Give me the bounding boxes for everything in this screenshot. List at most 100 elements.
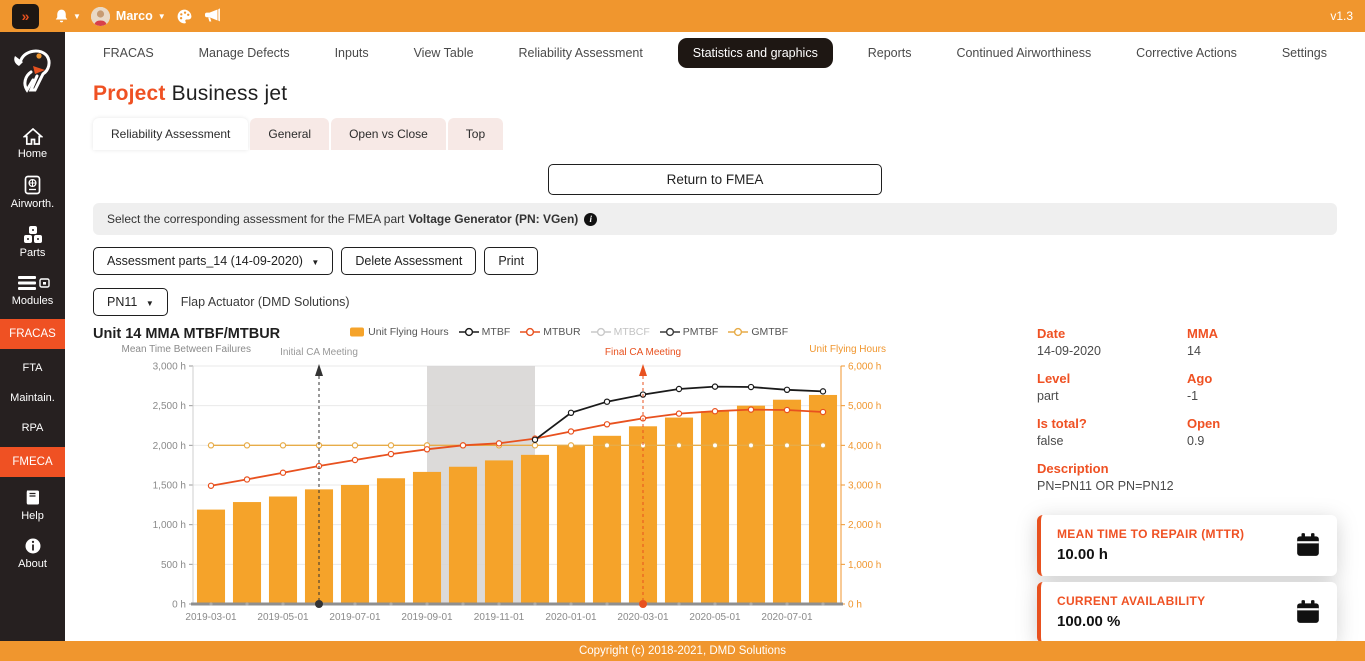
availability-card: CURRENT AVAILABILITY 100.00 % xyxy=(1037,582,1337,641)
chart-legend: Unit Flying Hours MTBF MTBUR MTBCF PMTBF GMTB… xyxy=(350,326,788,338)
svg-text:2020-05-01: 2020-05-01 xyxy=(689,612,741,623)
username: Marco xyxy=(115,9,153,23)
legend-label: MTBCF xyxy=(613,326,650,338)
sidebar-item-home[interactable]: Home xyxy=(0,121,65,168)
nav-view-table[interactable]: View Table xyxy=(404,39,484,67)
nav-inputs[interactable]: Inputs xyxy=(325,39,379,67)
sidebar-item-label: FMECA xyxy=(12,456,53,468)
info-icon[interactable]: i xyxy=(584,212,598,226)
mtbf-mtbur-chart[interactable]: Mean Time Between Failures Unit Flying Ho… xyxy=(93,342,888,634)
nav-continued-airworthiness[interactable]: Continued Airworthiness xyxy=(946,39,1101,67)
avatar xyxy=(90,6,110,26)
sidebar-item-label: Modules xyxy=(11,295,54,307)
sidebar-item-label: Airworth. xyxy=(10,198,55,210)
svg-text:3,000 h: 3,000 h xyxy=(153,362,186,373)
nav-reports[interactable]: Reports xyxy=(858,39,922,67)
svg-text:1,000 h: 1,000 h xyxy=(848,560,881,571)
legend-item-pmtbf[interactable]: PMTBF xyxy=(659,326,718,338)
theme-button[interactable] xyxy=(176,8,193,25)
nav-statistics-and-graphics[interactable]: Statistics and graphics xyxy=(677,38,833,68)
mttr-card-title: MEAN TIME TO REPAIR (MTTR) xyxy=(1057,527,1245,541)
svg-text:2020-07-01: 2020-07-01 xyxy=(761,612,813,623)
tab-general[interactable]: General xyxy=(250,118,330,150)
svg-text:Mean Time Between Failures: Mean Time Between Failures xyxy=(121,344,251,355)
sidebar-item-airworthiness[interactable]: Airworth. xyxy=(0,168,65,218)
chart-title: Unit 14 MMA MTBF/MTBUR xyxy=(93,326,281,342)
sidebar-item-fmeca[interactable]: FMECA xyxy=(0,447,65,477)
field-mma: MMA 14 xyxy=(1187,326,1219,358)
nav-manage-defects[interactable]: Manage Defects xyxy=(189,39,300,67)
nav-fracas[interactable]: FRACAS xyxy=(93,39,164,67)
field-level: Level part xyxy=(1037,371,1071,403)
assessment-hint-bar: Select the corresponding assessment for … xyxy=(93,203,1337,235)
legend-label: MTBF xyxy=(481,326,511,338)
svg-text:Final CA Meeting: Final CA Meeting xyxy=(605,347,681,358)
svg-text:0 h: 0 h xyxy=(172,600,186,611)
svg-text:4,000 h: 4,000 h xyxy=(848,441,881,452)
legend-item-unit-flying-hours[interactable]: Unit Flying Hours xyxy=(350,326,449,338)
sidebar-item-label: About xyxy=(18,558,47,570)
user-menu[interactable]: Marco ▼ xyxy=(90,6,166,26)
legend-item-mtbf[interactable]: MTBF xyxy=(458,326,511,338)
tab-open-vs-close[interactable]: Open vs Close xyxy=(331,118,446,150)
help-book-icon xyxy=(26,490,39,505)
sidebar-item-modules[interactable]: Modules xyxy=(0,267,65,315)
app-logo[interactable] xyxy=(11,46,55,99)
availability-card-value: 100.00 % xyxy=(1057,613,1121,630)
passport-globe-icon xyxy=(24,175,41,195)
svg-text:2019-07-01: 2019-07-01 xyxy=(329,612,381,623)
sidebar-item-maintain[interactable]: Maintain. xyxy=(0,383,65,413)
chevron-down-icon: ▼ xyxy=(145,299,154,308)
assessment-details-panel: Date 14-09-2020 MMA 14 Level part Ago -1… xyxy=(1037,324,1337,641)
legend-item-mtbcf[interactable]: MTBCF xyxy=(590,326,650,338)
assessment-dropdown[interactable]: Assessment parts_14 (14-09-2020) ▼ xyxy=(93,247,334,275)
print-button[interactable]: Print xyxy=(484,247,539,275)
nav-corrective-actions[interactable]: Corrective Actions xyxy=(1126,39,1247,67)
sidebar-item-parts[interactable]: Parts xyxy=(0,218,65,267)
app-version: v1.3 xyxy=(1330,9,1353,23)
field-ago: Ago -1 xyxy=(1187,371,1213,403)
hint-part-name: Voltage Generator (PN: VGen) xyxy=(408,212,579,226)
notifications-bell[interactable]: ▼ xyxy=(53,8,81,25)
nav-settings[interactable]: Settings xyxy=(1272,39,1337,67)
svg-text:3,000 h: 3,000 h xyxy=(848,481,881,492)
sidebar-item-rpa[interactable]: RPA xyxy=(0,413,65,443)
svg-text:2,500 h: 2,500 h xyxy=(153,401,186,412)
megaphone-icon xyxy=(204,8,220,22)
module-nav: FRACAS Manage Defects Inputs View Table … xyxy=(93,36,1337,70)
mttr-card: MEAN TIME TO REPAIR (MTTR) 10.00 h xyxy=(1037,515,1337,576)
svg-text:Unit Flying Hours: Unit Flying Hours xyxy=(809,344,886,355)
assessment-actions: Assessment parts_14 (14-09-2020) ▼ Delet… xyxy=(93,247,1337,275)
part-description: Flap Actuator (DMD Solutions) xyxy=(180,295,350,309)
return-to-fmea-button[interactable]: Return to FMEA xyxy=(548,164,882,195)
sidebar-item-help[interactable]: Help xyxy=(0,481,65,530)
nav-reliability-assessment[interactable]: Reliability Assessment xyxy=(508,39,652,67)
pn-dropdown[interactable]: PN11 ▼ xyxy=(93,288,168,316)
sidebar-item-label: FTA xyxy=(22,362,43,374)
delete-assessment-button[interactable]: Delete Assessment xyxy=(341,247,477,275)
bell-icon xyxy=(55,9,68,22)
sidebar-item-label: FRACAS xyxy=(9,328,56,340)
legend-label: GMTBF xyxy=(751,326,789,338)
sidebar-item-fta[interactable]: FTA xyxy=(0,353,65,383)
sidebar-item-about[interactable]: About xyxy=(0,530,65,578)
announcements-button[interactable] xyxy=(203,8,221,24)
calendar-icon[interactable] xyxy=(1295,599,1321,625)
tab-top[interactable]: Top xyxy=(447,118,504,150)
legend-item-gmtbf[interactable]: GMTBF xyxy=(728,326,788,338)
svg-text:2,000 h: 2,000 h xyxy=(153,441,186,452)
assessment-dropdown-label: Assessment parts_14 (14-09-2020) xyxy=(107,254,303,268)
bell-caret-icon: ▼ xyxy=(73,11,81,21)
sidebar-collapse-button[interactable]: » xyxy=(12,3,39,29)
sidebar-item-fracas[interactable]: FRACAS xyxy=(0,319,65,349)
tab-reliability-assessment[interactable]: Reliability Assessment xyxy=(93,118,249,150)
field-is-total: Is total? false xyxy=(1037,416,1087,448)
legend-item-mtbur[interactable]: MTBUR xyxy=(520,326,581,338)
svg-text:2020-03-01: 2020-03-01 xyxy=(617,612,669,623)
main-content: FRACAS Manage Defects Inputs View Table … xyxy=(65,32,1365,641)
calendar-icon[interactable] xyxy=(1295,532,1321,558)
robin-bird-icon xyxy=(13,49,51,93)
sidebar-item-label: Parts xyxy=(19,247,46,259)
legend-label: Unit Flying Hours xyxy=(368,326,449,338)
user-caret-icon: ▼ xyxy=(157,11,166,21)
